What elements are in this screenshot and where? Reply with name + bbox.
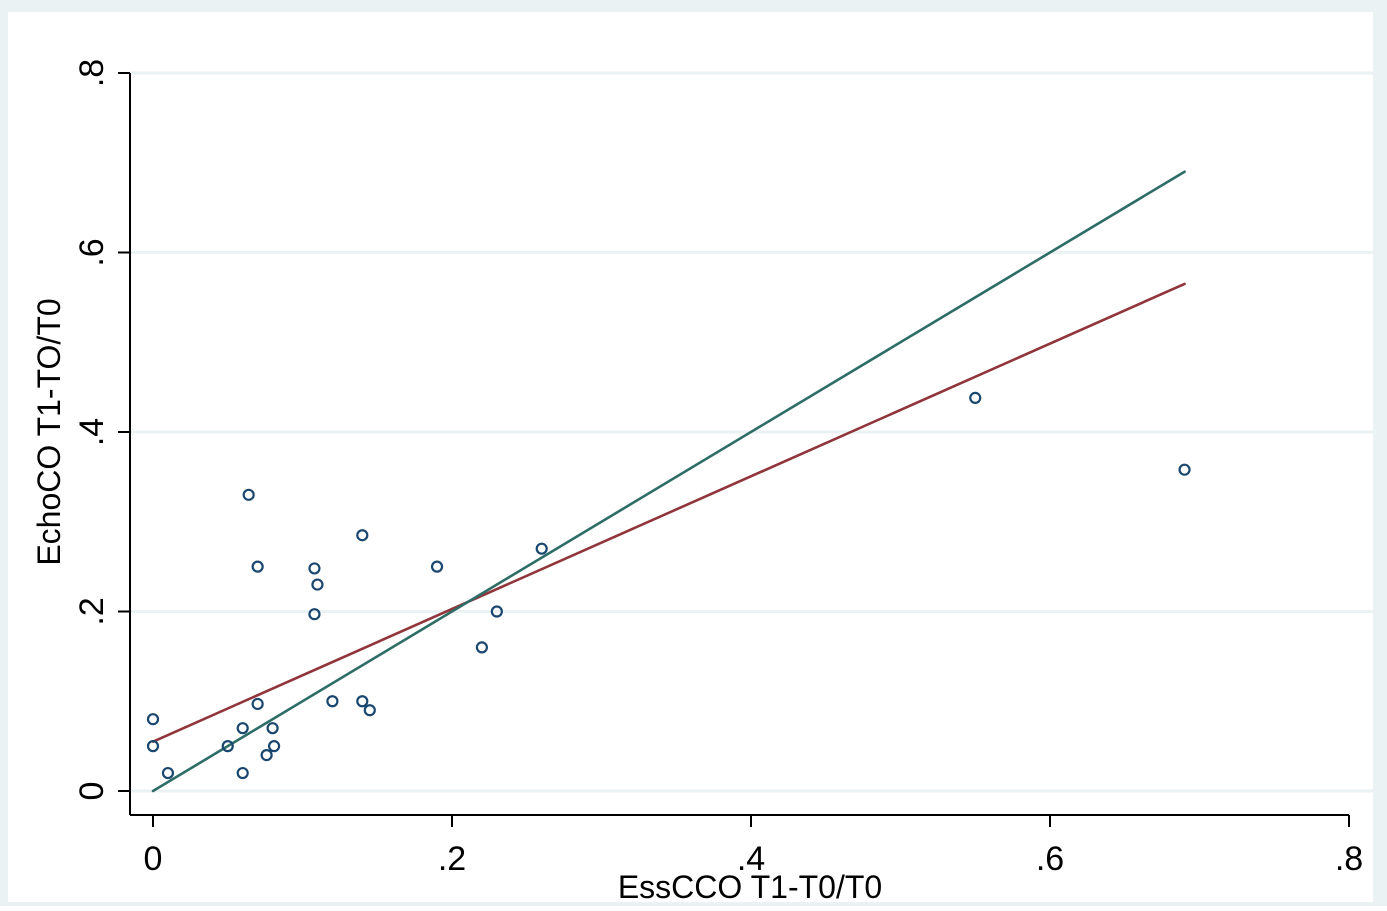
- data-point-14: [311, 578, 324, 591]
- y-tick-label-4: .8: [73, 59, 111, 87]
- data-point-5: [236, 722, 249, 735]
- data-point-20: [475, 641, 488, 654]
- data-point-18: [363, 704, 376, 717]
- data-points: [146, 391, 1191, 780]
- data-point-16: [356, 529, 369, 542]
- y-tick-label-2: .4: [73, 418, 111, 446]
- data-point-8: [251, 697, 264, 711]
- tick-marks: [118, 72, 1350, 827]
- data-point-0: [146, 713, 160, 726]
- y-tick-label-0: 0: [73, 782, 111, 801]
- plot-background: [8, 12, 1373, 902]
- fit-lines: [151, 170, 1186, 793]
- axes: [129, 73, 1349, 816]
- data-point-1: [146, 740, 160, 753]
- data-point-6: [242, 488, 255, 501]
- data-point-24: [1178, 463, 1191, 476]
- data-point-3: [221, 740, 234, 753]
- data-point-23: [969, 391, 982, 404]
- data-point-17: [356, 695, 369, 708]
- data-point-22: [535, 542, 548, 555]
- data-point-10: [266, 722, 279, 735]
- x-tick-label-1: .2: [438, 840, 466, 878]
- data-point-19: [430, 560, 444, 573]
- x-tick-label-4: .8: [1335, 840, 1363, 878]
- data-point-13: [308, 608, 321, 621]
- data-point-12: [308, 562, 321, 575]
- data-point-4: [236, 766, 249, 780]
- x-tick-label-0: 0: [144, 840, 163, 878]
- data-point-11: [267, 740, 281, 753]
- x-axis-title: EssCCO T1-T0/T0: [618, 869, 882, 905]
- x-tick-label-2: .4: [737, 840, 765, 878]
- data-point-15: [326, 695, 339, 708]
- data-point-2: [161, 766, 175, 780]
- x-tick-label-3: .6: [1036, 840, 1064, 878]
- series-line-1: [151, 170, 1186, 793]
- data-point-7: [251, 560, 264, 573]
- data-point-9: [260, 748, 273, 762]
- y-axis-title: EchoCO T1-TO/T0: [31, 298, 67, 565]
- series-line-0: [151, 282, 1186, 743]
- tick-labels: 0 .2 .4 .6 .8 0 .2 .4 .6 .8: [73, 59, 1363, 878]
- data-point-21: [490, 605, 503, 618]
- y-tick-label-1: .2: [73, 597, 111, 625]
- y-tick-label-3: .6: [73, 238, 111, 266]
